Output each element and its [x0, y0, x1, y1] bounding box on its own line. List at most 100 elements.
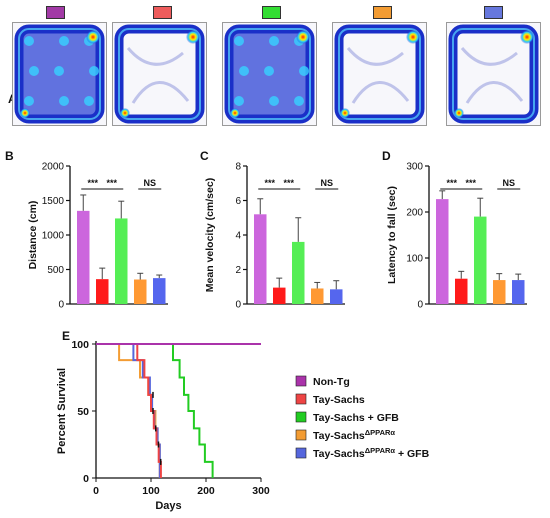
- panel-label: B: [5, 149, 14, 163]
- heat-perimeter-highlight: [118, 28, 201, 120]
- survival-curve: [96, 343, 214, 478]
- y-tick-label: 1000: [42, 231, 65, 242]
- bar: [134, 279, 147, 304]
- heat-spot: [89, 66, 99, 76]
- significance-label: ***: [465, 178, 476, 188]
- significance-label: NS: [320, 178, 333, 188]
- panel-label: D: [382, 149, 391, 163]
- occupancy-heatmap: [12, 22, 107, 126]
- bar: [115, 218, 128, 304]
- heat-spot: [269, 36, 279, 46]
- y-tick-label: 50: [77, 406, 89, 418]
- bar: [493, 280, 506, 304]
- legend-label: Non-Tg: [313, 376, 350, 388]
- bar: [292, 241, 305, 304]
- significance-label: ***: [283, 178, 294, 188]
- legend-swatch: [295, 375, 307, 387]
- heat-spot: [234, 36, 244, 46]
- y-axis-title: Latency to fall (sec): [386, 186, 398, 284]
- panel-label: E: [62, 329, 70, 343]
- y-tick-label: 300: [406, 162, 423, 173]
- x-tick-label: 300: [252, 485, 270, 497]
- y-tick-label: 100: [71, 339, 89, 351]
- heat-spot: [84, 96, 94, 106]
- bar: [455, 278, 468, 304]
- heat-spot: [29, 66, 39, 76]
- heat-hotspot: [230, 108, 240, 118]
- legend-swatch: [295, 393, 307, 405]
- legend-swatch: [295, 447, 307, 459]
- y-tick-label: 2: [235, 265, 241, 276]
- heat-spot: [24, 36, 34, 46]
- heat-spot: [59, 36, 69, 46]
- y-axis-title: Percent Survival: [56, 368, 68, 454]
- y-tick-label: 0: [417, 300, 423, 311]
- heat-spot: [239, 66, 249, 76]
- x-tick-label: 100: [142, 485, 160, 497]
- occupancy-heatmap: [222, 22, 317, 126]
- heat-spot: [269, 96, 279, 106]
- heatmap-image: [114, 24, 205, 124]
- significance-label: ***: [106, 178, 117, 188]
- y-tick-label: 100: [406, 254, 423, 265]
- bar: [96, 279, 109, 304]
- y-tick-label: 0: [235, 300, 241, 311]
- significance-label: ***: [446, 178, 457, 188]
- heatmap-image: [224, 24, 315, 124]
- y-tick-label: 2000: [42, 162, 65, 173]
- legend-label: Tay-Sachs: [313, 394, 365, 406]
- legend-label: Tay-Sachs + GFB: [313, 412, 399, 424]
- bar: [474, 216, 487, 304]
- y-tick-label: 0: [58, 300, 64, 311]
- heat-perimeter-highlight: [228, 28, 311, 120]
- bar: [273, 287, 286, 304]
- group-swatch: [153, 6, 172, 19]
- heatmap-image: [334, 24, 425, 124]
- heat-hotspot: [20, 108, 30, 118]
- heat-hotspot: [186, 30, 200, 44]
- heat-hotspot: [340, 108, 350, 118]
- y-tick-label: 8: [235, 162, 241, 173]
- bar: [330, 289, 343, 304]
- heat-hotspot: [520, 30, 534, 44]
- y-tick-label: 6: [235, 196, 241, 207]
- significance-label: ***: [87, 178, 98, 188]
- survival-chart: E 0 50 100 0 100 200 300 Days Percent Survival Non…: [56, 329, 430, 512]
- bar: [512, 280, 525, 304]
- panel-label: C: [200, 149, 209, 163]
- heat-spot: [299, 66, 309, 76]
- heat-spot: [59, 96, 69, 106]
- group-swatch: [262, 6, 281, 19]
- heat-hotspot: [86, 30, 100, 44]
- x-tick-label: 0: [93, 485, 99, 497]
- legend-label: Tay-SachsΔPPARα + GFB: [313, 446, 430, 460]
- survival-curve: [96, 343, 162, 478]
- occupancy-heatmap: [332, 22, 427, 126]
- bar: [153, 278, 166, 304]
- occupancy-heatmap: [112, 22, 207, 126]
- y-tick-label: 500: [47, 265, 64, 276]
- y-axis-title: Distance (cm): [27, 201, 39, 270]
- legend-swatch: [295, 411, 307, 423]
- heat-hotspot: [454, 108, 464, 118]
- heatmap-image: [448, 24, 539, 124]
- heat-trail: [126, 47, 190, 104]
- significance-label: NS: [143, 178, 156, 188]
- group-swatch: [46, 6, 65, 19]
- heat-spot: [24, 96, 34, 106]
- heat-spot: [54, 66, 64, 76]
- bar: [436, 199, 449, 304]
- legend-label: Tay-SachsΔPPARα: [313, 428, 395, 442]
- y-axis-title: Mean velocity (cm/sec): [204, 178, 216, 292]
- heat-perimeter-highlight: [338, 28, 421, 120]
- heat-perimeter-highlight: [452, 28, 535, 120]
- group-swatch: [373, 6, 392, 19]
- y-tick-label: 1500: [42, 196, 65, 207]
- heat-spot: [294, 96, 304, 106]
- heatmap-image: [14, 24, 105, 124]
- occupancy-heatmap: [446, 22, 541, 126]
- bar: [311, 288, 324, 304]
- heat-spot: [264, 66, 274, 76]
- heat-hotspot: [406, 30, 420, 44]
